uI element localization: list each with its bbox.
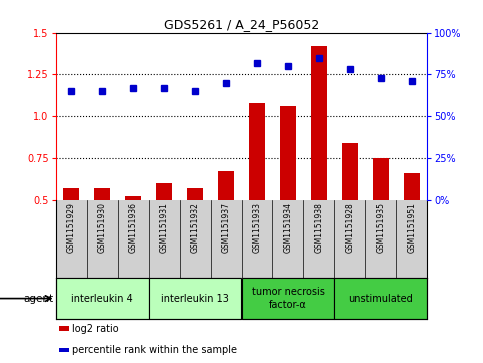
- Bar: [56, 278, 149, 319]
- Bar: [373, 158, 389, 200]
- Bar: [59, 326, 69, 331]
- Bar: [149, 278, 242, 319]
- Title: GDS5261 / A_24_P56052: GDS5261 / A_24_P56052: [164, 19, 319, 32]
- Bar: [156, 183, 172, 200]
- Text: GSM1151936: GSM1151936: [128, 202, 138, 253]
- Text: interleukin 13: interleukin 13: [161, 294, 229, 303]
- Text: percentile rank within the sample: percentile rank within the sample: [72, 345, 237, 355]
- Text: tumor necrosis
factor-α: tumor necrosis factor-α: [252, 287, 325, 310]
- Bar: [125, 196, 141, 200]
- Text: GSM1151934: GSM1151934: [284, 202, 293, 253]
- Bar: [280, 106, 296, 200]
- Text: GSM1151930: GSM1151930: [98, 202, 107, 253]
- Text: interleukin 4: interleukin 4: [71, 294, 133, 303]
- Text: GSM1151935: GSM1151935: [376, 202, 385, 253]
- Bar: [94, 188, 110, 200]
- Text: GSM1151933: GSM1151933: [253, 202, 261, 253]
- Bar: [218, 171, 234, 200]
- Text: log2 ratio: log2 ratio: [72, 323, 119, 334]
- Text: GSM1151928: GSM1151928: [345, 202, 355, 253]
- Text: GSM1151929: GSM1151929: [67, 202, 75, 253]
- Text: GSM1151937: GSM1151937: [222, 202, 230, 253]
- Text: GSM1151938: GSM1151938: [314, 202, 324, 253]
- Bar: [187, 188, 203, 200]
- Text: GSM1151931: GSM1151931: [159, 202, 169, 253]
- Bar: [63, 188, 79, 200]
- Bar: [249, 103, 265, 200]
- Bar: [334, 278, 427, 319]
- Text: agent: agent: [23, 294, 53, 303]
- Bar: [311, 46, 327, 200]
- Bar: [242, 278, 334, 319]
- Text: GSM1151932: GSM1151932: [190, 202, 199, 253]
- Text: unstimulated: unstimulated: [349, 294, 413, 303]
- Bar: [404, 173, 420, 200]
- Text: GSM1151951: GSM1151951: [408, 202, 416, 253]
- Bar: [342, 143, 358, 200]
- Bar: [59, 348, 69, 352]
